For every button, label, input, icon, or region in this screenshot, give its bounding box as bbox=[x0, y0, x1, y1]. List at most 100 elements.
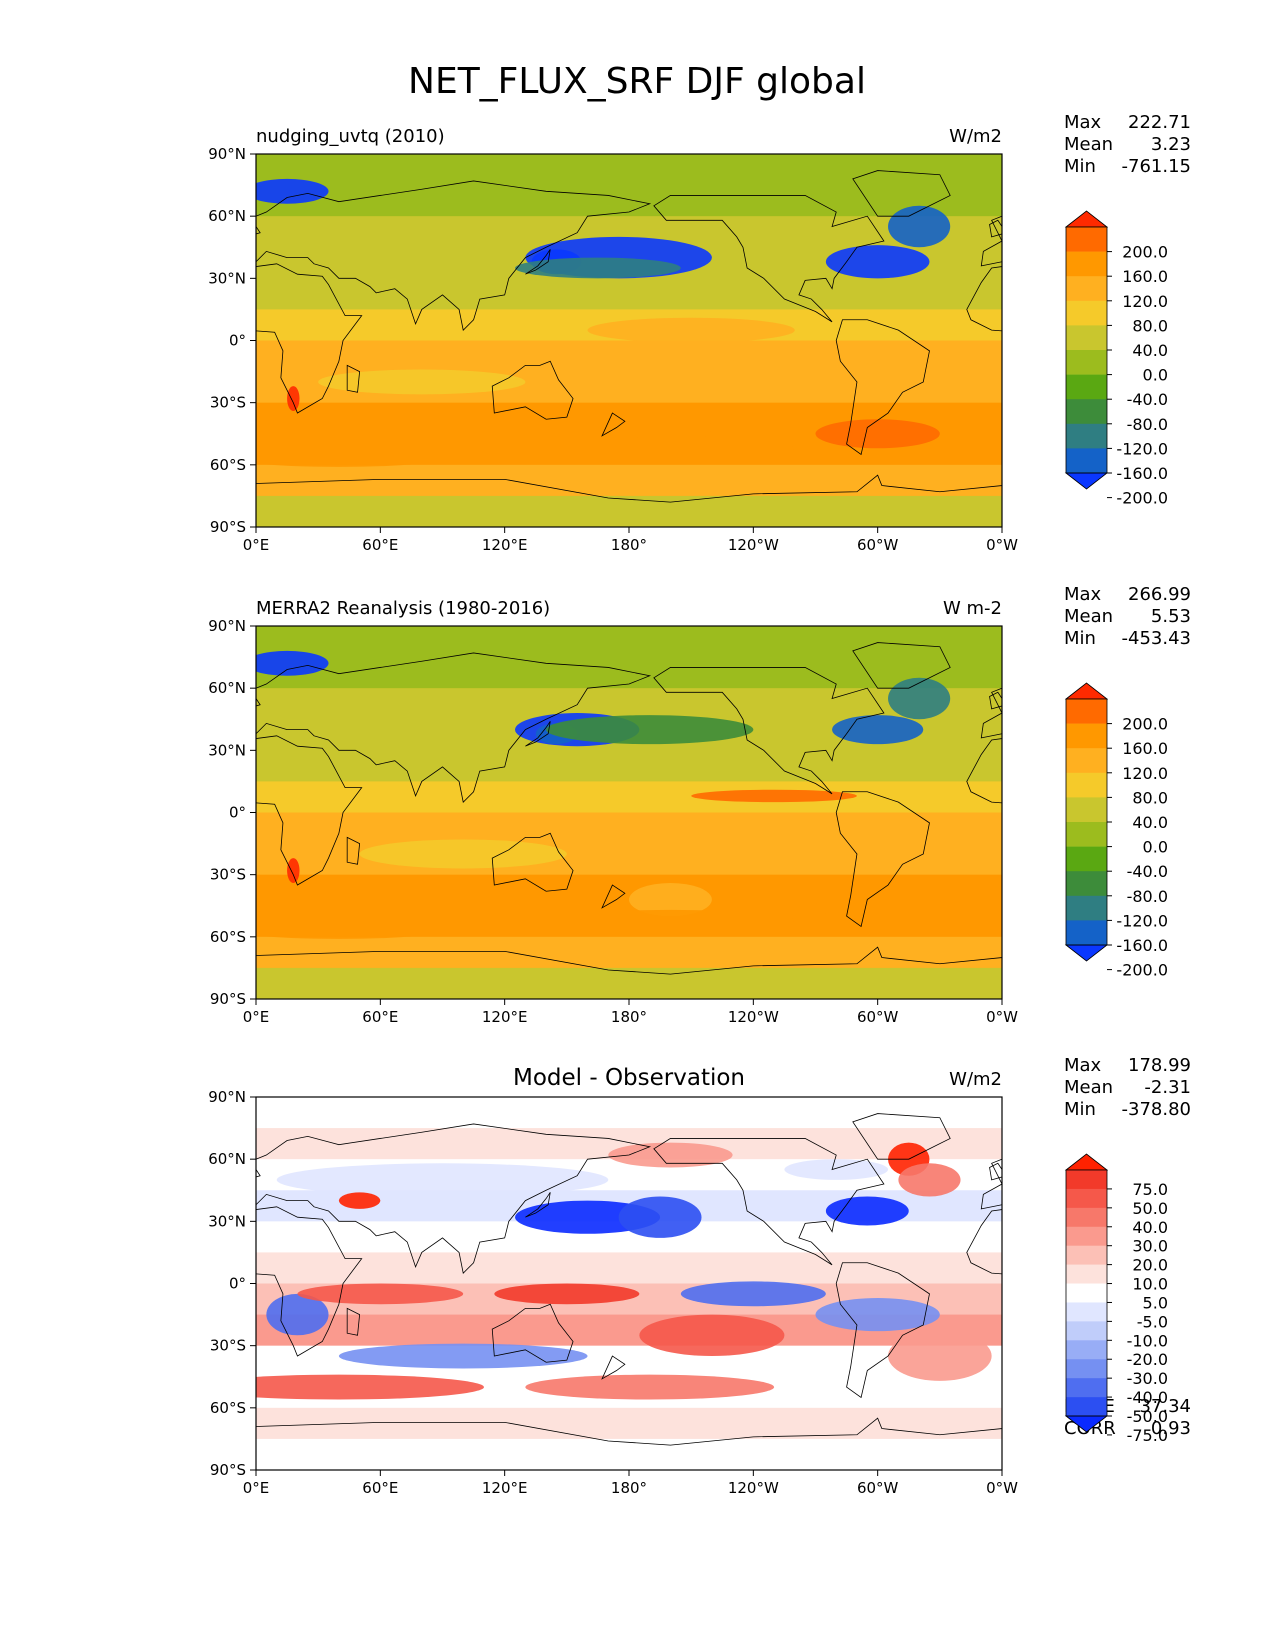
field-patch bbox=[825, 245, 930, 279]
colorbar-label: -120.0 bbox=[1116, 911, 1168, 930]
coastline-uk bbox=[989, 691, 1002, 710]
field-band bbox=[256, 185, 1002, 217]
map-panel-2: 0°E 60°E 120°E 180° 120°W 60°W 0°W 90°N 60°N 30°N… bbox=[208, 584, 1191, 1026]
colorbar-label: 5.0 bbox=[1143, 1293, 1168, 1312]
colorbar: 75.050.040.030.020.010.05.0-5.0-10.0-20.… bbox=[1064, 1153, 1168, 1445]
field-patch bbox=[287, 858, 300, 883]
colorbar-label: -10.0 bbox=[1127, 1331, 1168, 1350]
field-patch bbox=[680, 1281, 826, 1307]
coastline-africa bbox=[256, 1206, 363, 1357]
field-band bbox=[256, 154, 1002, 186]
y-tick-label: 60°S bbox=[210, 928, 246, 946]
y-tick-label: 0° bbox=[229, 1275, 246, 1293]
colorbar-segment bbox=[1066, 276, 1107, 302]
stat-value-max: 222.71 bbox=[1128, 112, 1191, 133]
field-patch bbox=[515, 257, 681, 279]
x-tick-label: 0°E bbox=[243, 1008, 270, 1026]
colorbar-extend-max bbox=[1064, 1153, 1109, 1171]
colorbar-segment bbox=[1066, 822, 1107, 847]
coastline-antarctica bbox=[256, 1417, 1002, 1470]
field-patch bbox=[711, 355, 878, 389]
field-patch bbox=[287, 386, 300, 411]
coastline-madagascar bbox=[346, 836, 361, 865]
colorbar-label: 40.0 bbox=[1132, 813, 1168, 832]
map-panel-3: 0°E 60°E 120°E 180° 120°W 60°W 0°W 90°N 60°N 30°N… bbox=[208, 1055, 1191, 1497]
field-band bbox=[256, 340, 1002, 373]
stat-label-min: Min bbox=[1064, 628, 1096, 649]
colorbar-segment bbox=[1066, 920, 1107, 946]
field-patch bbox=[338, 1343, 588, 1369]
field-patch bbox=[256, 914, 464, 939]
coastline-madagascar bbox=[346, 364, 361, 393]
coastline-namerica bbox=[653, 195, 885, 323]
coastline-japan bbox=[525, 1192, 551, 1218]
y-tick-label: 90°S bbox=[210, 1461, 246, 1479]
x-tick-label: 120°W bbox=[728, 1479, 779, 1497]
colorbar-segment bbox=[1066, 723, 1107, 749]
colorbar-label: -160.0 bbox=[1116, 936, 1168, 955]
field-patch bbox=[629, 882, 712, 917]
field-patch bbox=[256, 650, 329, 676]
colorbar-label: -200.0 bbox=[1116, 489, 1168, 508]
coastline-namerica bbox=[653, 667, 885, 795]
panel-title: MERRA2 Reanalysis (1980-2016) bbox=[256, 598, 550, 619]
figure-title: NET_FLUX_SRF DJF global bbox=[408, 61, 866, 102]
stat-value-min: -453.43 bbox=[1122, 628, 1191, 649]
y-tick-label: 90°N bbox=[208, 617, 246, 635]
x-tick-label: 120°E bbox=[482, 536, 528, 554]
x-tick-label: 0°W bbox=[986, 1008, 1018, 1026]
field-patch bbox=[888, 205, 951, 248]
field-band bbox=[256, 781, 1002, 813]
colorbar-label: -40.0 bbox=[1127, 390, 1168, 409]
field-patch bbox=[888, 1331, 992, 1381]
colorbar-segment bbox=[1066, 1226, 1107, 1246]
colorbar-label: 40.0 bbox=[1132, 341, 1168, 360]
field-patch bbox=[256, 1374, 484, 1400]
colorbar-segment bbox=[1066, 1340, 1107, 1360]
colorbar-label: 30.0 bbox=[1132, 1237, 1168, 1256]
colorbar-segment bbox=[1066, 251, 1107, 277]
field-patch bbox=[546, 437, 795, 459]
field-patch bbox=[898, 1163, 961, 1197]
colorbar-label: -120.0 bbox=[1116, 439, 1168, 458]
colorbar-label: -20.0 bbox=[1127, 1350, 1168, 1369]
colorbar-label: 50.0 bbox=[1132, 1199, 1168, 1218]
x-tick-label: 180° bbox=[611, 1479, 647, 1497]
field-patch bbox=[815, 1298, 940, 1332]
coastline-antarctica bbox=[256, 474, 1002, 527]
x-tick-label: 60°E bbox=[362, 1008, 398, 1026]
y-tick-label: 60°N bbox=[208, 1150, 246, 1168]
y-tick-label: 30°N bbox=[208, 1212, 246, 1230]
coastline-greenland bbox=[852, 1113, 951, 1160]
stat-value-max: 266.99 bbox=[1128, 584, 1191, 605]
coastline-samerica bbox=[835, 319, 930, 456]
field-band bbox=[256, 967, 1002, 999]
colorbar-label: -30.0 bbox=[1127, 1369, 1168, 1388]
stat-label-min: Min bbox=[1064, 156, 1096, 177]
field-band bbox=[256, 1252, 1002, 1284]
coastline-africa bbox=[256, 735, 363, 886]
colorbar-extend-min bbox=[1064, 472, 1109, 490]
colorbar-segment bbox=[1066, 797, 1107, 823]
stat-value-rmse: 37.34 bbox=[1139, 1396, 1191, 1417]
field-band bbox=[256, 1407, 1002, 1440]
y-tick-label: 30°S bbox=[210, 394, 246, 412]
colorbar-segment bbox=[1066, 846, 1107, 872]
map-panel-1: 0°E 60°E 120°E 180° 120°W 60°W 0°W 90°N 60°N 30°N… bbox=[208, 112, 1191, 554]
x-tick-label: 120°E bbox=[482, 1479, 528, 1497]
colorbar-label: 160.0 bbox=[1122, 739, 1168, 758]
colorbar-label: 200.0 bbox=[1122, 715, 1168, 734]
coastline-nzealand bbox=[601, 884, 626, 909]
panel-title: nudging_uvtq (2010) bbox=[256, 126, 445, 147]
stat-value-min: -761.15 bbox=[1122, 156, 1191, 177]
field-patch bbox=[546, 715, 754, 745]
field-patch bbox=[494, 1283, 640, 1305]
field-patch bbox=[256, 178, 329, 204]
field-band bbox=[256, 936, 1002, 969]
coastline-australia bbox=[491, 360, 574, 420]
field-patch bbox=[815, 891, 940, 921]
colorbar-label: -200.0 bbox=[1116, 961, 1168, 980]
colorbar-segment bbox=[1066, 895, 1107, 921]
stat-label-max: Max bbox=[1064, 584, 1102, 605]
